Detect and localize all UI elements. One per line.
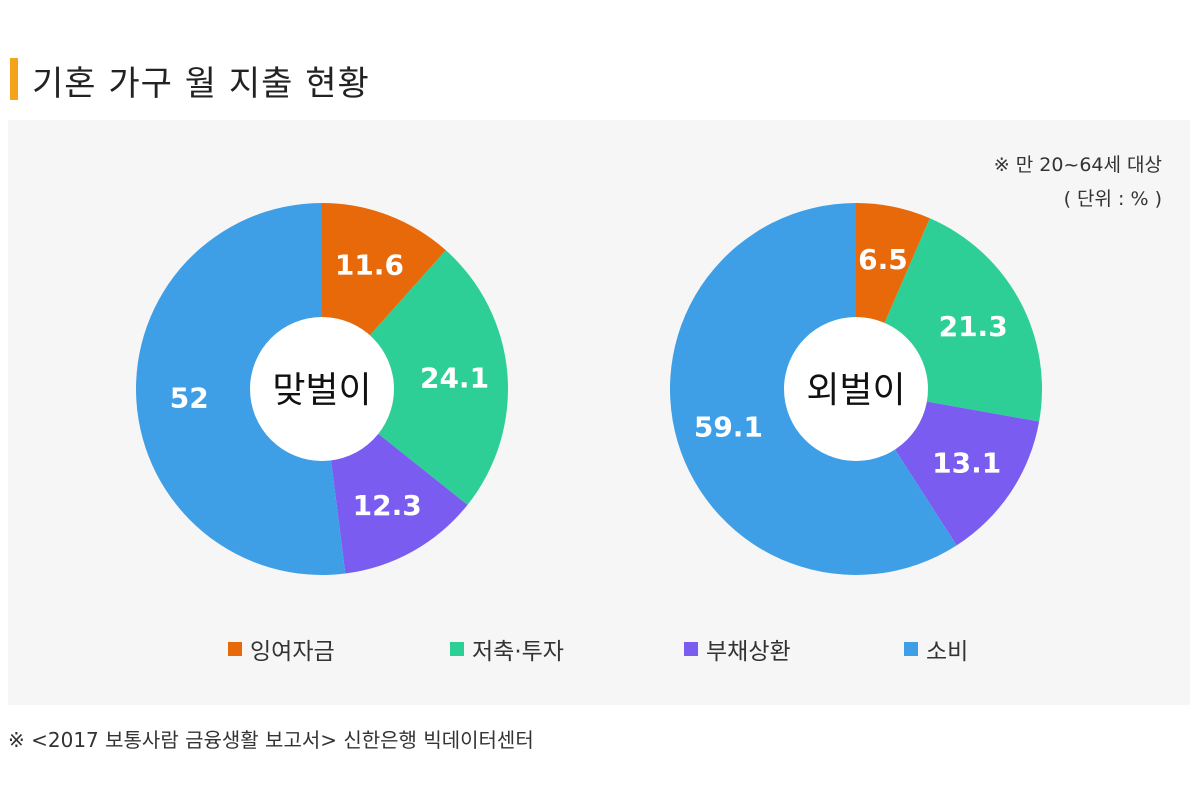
legend-swatch-debt (684, 642, 698, 656)
source-footer: ※ <2017 보통사람 금융생활 보고서> 신한은행 빅데이터센터 (8, 728, 534, 752)
legend-swatch-consumption (904, 642, 918, 656)
legend-label-savings: 저축·투자 (472, 639, 564, 665)
data-label-surplus: 6.5 (858, 243, 908, 276)
legend-item-surplus: 잉여자금 (228, 632, 335, 666)
legend-swatch-surplus (228, 642, 242, 656)
center-label: 외벌이 (806, 370, 905, 411)
title-accent-bar (10, 58, 18, 100)
data-label-debt: 12.3 (353, 489, 422, 522)
slice-savings (322, 250, 508, 505)
donut-chart-dual-income: 11.6 24.1 12.3 52 맞벌이 (136, 203, 508, 575)
legend: 잉여자금 저축·투자 부채상환 소비 (0, 632, 1200, 668)
legend-item-savings: 저축·투자 (450, 632, 564, 666)
center-label: 맞벌이 (272, 370, 371, 411)
data-label-consumption: 59.1 (694, 411, 763, 444)
population-note: ※ 만 20~64세 대상 (993, 154, 1162, 176)
slice-consumption (136, 203, 346, 575)
unit-note: ( 단위 : % ) (1063, 188, 1162, 210)
data-label-savings: 24.1 (420, 362, 489, 395)
data-label-consumption: 52 (170, 381, 209, 414)
legend-item-debt: 부채상환 (684, 632, 791, 666)
legend-item-consumption: 소비 (904, 632, 968, 666)
legend-swatch-savings (450, 642, 464, 656)
legend-label-debt: 부채상환 (706, 639, 791, 665)
data-label-surplus: 11.6 (335, 249, 404, 282)
legend-label-consumption: 소비 (926, 639, 969, 665)
legend-label-surplus: 잉여자금 (250, 639, 335, 665)
donut-chart-single-income: 6.5 21.3 13.1 59.1 외벌이 (670, 203, 1042, 575)
donut-hole (250, 317, 394, 461)
donut-hole (784, 317, 928, 461)
data-label-savings: 21.3 (939, 310, 1008, 343)
chart-meta: ※ 만 20~64세 대상 ( 단위 : % ) (994, 148, 1162, 216)
data-label-debt: 13.1 (932, 447, 1001, 480)
page-title: 기혼 가구 월 지출 현황 (32, 64, 370, 104)
